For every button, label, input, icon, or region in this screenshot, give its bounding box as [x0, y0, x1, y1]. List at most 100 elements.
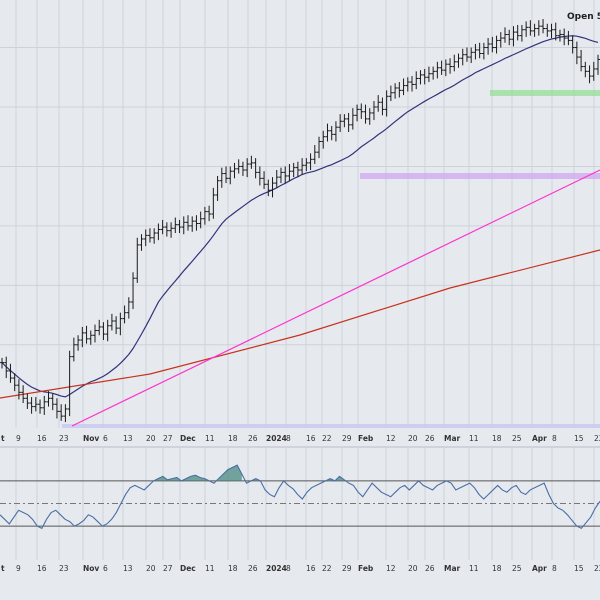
ohlc-bar	[541, 19, 546, 34]
x-axis-tick-label: 13	[123, 564, 133, 573]
ohlc-bar	[228, 166, 233, 185]
ohlc-bar	[401, 78, 406, 96]
ohlc-bar	[270, 177, 275, 198]
x-axis-tick-label: 2024	[266, 564, 287, 573]
x-axis-tick-label: Feb	[358, 564, 374, 573]
price-x-axis: t 9 16 23 Nov 6 13 20 27 Dec 11 18 26 2024 8 16 22 29 Feb 1…	[1, 434, 600, 443]
ohlc-bar	[342, 114, 347, 128]
ohlc-bar	[80, 326, 85, 348]
ohlc-bar	[211, 187, 216, 219]
ohlc-bar	[355, 104, 360, 122]
ohlc-bar	[486, 38, 491, 55]
ohlc-bar	[219, 167, 224, 188]
ohlc-bar	[177, 219, 182, 234]
ohlc-bar	[71, 337, 76, 362]
ohlc-bar	[388, 85, 393, 102]
ohlc-bar	[109, 313, 114, 331]
price-panel-background	[0, 0, 600, 428]
ohlc-bar	[464, 47, 469, 62]
ohlc-bar	[76, 335, 81, 351]
ohlc-bar	[105, 319, 110, 342]
ohlc-bar	[536, 20, 541, 36]
ohlc-bar	[160, 219, 165, 235]
ohlc-bar	[549, 23, 554, 39]
ohlc-bar	[507, 29, 512, 46]
ohlc-bar	[557, 29, 562, 42]
x-axis-tick-label: 27	[163, 434, 173, 443]
x-axis-tick-label: 20	[146, 434, 156, 443]
ohlc-bar	[393, 83, 398, 99]
x-axis-tick-label: 9	[16, 564, 21, 573]
x-axis-tick-label: 26	[248, 434, 258, 443]
x-axis-tick-label: 8	[286, 434, 291, 443]
moving-average-line-short	[1, 35, 599, 398]
ohlc-bar	[278, 167, 283, 184]
ohlc-bar	[283, 166, 288, 184]
x-axis-tick-label: 18	[228, 434, 238, 443]
x-axis-tick-label: 18	[492, 564, 502, 573]
ohlc-bar	[498, 32, 503, 48]
x-axis-tick-label: 11	[469, 434, 479, 443]
ohlc-bar	[202, 206, 207, 225]
ohlc-bar	[152, 228, 157, 244]
ohlc-bar	[574, 41, 579, 65]
support-band-upper	[360, 173, 600, 179]
ohlc-bar	[291, 162, 296, 178]
ohlc-bar	[312, 145, 317, 165]
x-axis-tick-label: 12	[386, 434, 396, 443]
x-axis-tick-label: 16	[306, 564, 316, 573]
ohlc-bar	[329, 126, 334, 141]
ohlc-bar	[317, 136, 322, 159]
x-axis-tick-label: Dec	[180, 564, 196, 573]
ohlc-bar	[12, 373, 17, 392]
ohlc-bar	[67, 350, 72, 417]
ohlc-bar	[114, 316, 119, 335]
ohlc-bar	[511, 26, 516, 47]
ohlc-bar	[249, 155, 254, 169]
x-axis-tick-label: 26	[425, 564, 435, 573]
ohlc-bar	[42, 395, 47, 415]
x-axis-tick-label: 6	[103, 434, 108, 443]
x-axis-tick-label: 16	[306, 434, 316, 443]
ohlc-bar	[460, 48, 465, 66]
ohlc-bar	[135, 237, 140, 283]
ohlc-bar	[422, 68, 427, 85]
x-axis-tick-label: 25	[512, 434, 522, 443]
ohlc-bar	[8, 363, 13, 383]
resistance-band	[490, 90, 600, 96]
moving-average-line-long	[0, 249, 600, 399]
ohlc-bar	[33, 397, 38, 412]
ohlc-bar	[190, 216, 195, 232]
x-axis-tick-label: 16	[37, 564, 47, 573]
ohlc-bar	[515, 24, 520, 41]
ohlc-bar	[25, 393, 30, 409]
ohlc-bar	[262, 171, 267, 190]
ohlc-bar	[363, 104, 368, 124]
ohlc-bar	[452, 54, 457, 72]
x-axis-tick-label: 11	[205, 564, 215, 573]
ohlc-bar	[198, 211, 203, 229]
oscillator-series-line	[0, 464, 600, 530]
x-axis-tick-label: 8	[552, 434, 557, 443]
ohlc-bar	[139, 234, 144, 251]
ohlc-bar	[63, 404, 68, 423]
x-axis-tick-label: 27	[163, 564, 173, 573]
ohlc-bar	[397, 82, 402, 98]
oscillator-x-axis: t 9 16 23 Nov 6 13 20 27 Dec 11 18 26 2024 8 16 22 29 Feb 1…	[1, 564, 600, 573]
ohlc-bar	[583, 61, 588, 78]
ohlc-bar	[274, 170, 279, 188]
x-axis-tick-label: Mar	[444, 564, 461, 573]
x-axis-tick-label: 22	[594, 564, 600, 573]
ohlc-bar	[333, 121, 338, 142]
ohlc-bar	[194, 215, 199, 231]
ohlc-bar	[245, 158, 250, 178]
ohlc-bar	[257, 166, 262, 186]
x-axis-tick-label: 18	[228, 564, 238, 573]
x-axis-tick-label: 20	[146, 564, 156, 573]
x-axis-tick-label: 22	[322, 564, 332, 573]
ohlc-bar	[84, 325, 89, 344]
ohlc-bar	[287, 164, 292, 181]
ohlc-bar	[469, 47, 474, 64]
ohlc-bar	[591, 61, 596, 81]
ohlc-bar	[435, 61, 440, 79]
